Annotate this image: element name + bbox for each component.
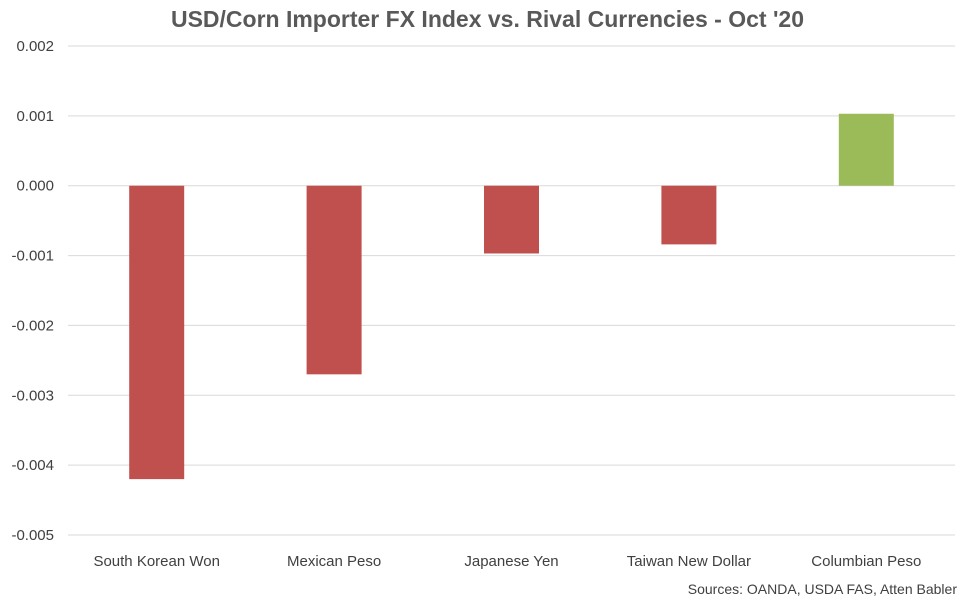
y-tick-label: -0.001 — [11, 248, 54, 265]
chart-title: USD/Corn Importer FX Index vs. Rival Cur… — [170, 6, 805, 32]
y-axis-ticks: 0.002 0.001 0.000 -0.001 -0.002 -0.003 -0.004 -… — [11, 38, 54, 544]
bar — [484, 185, 539, 254]
y-tick-label: -0.003 — [11, 387, 54, 404]
bar — [129, 185, 185, 480]
y-tick-label: 0.000 — [16, 178, 54, 195]
x-tick-label: Japanese Yen — [464, 553, 558, 570]
x-axis-ticks: South Korean Won Mexican Peso Japanese Yen… — [93, 553, 921, 570]
bar — [838, 113, 894, 186]
y-tick-label: 0.002 — [16, 38, 54, 55]
y-tick-label: -0.004 — [11, 457, 54, 474]
bars — [129, 113, 894, 480]
x-tick-label: Columbian Peso — [811, 553, 921, 570]
y-tick-label: -0.002 — [11, 317, 54, 334]
gridlines — [68, 45, 955, 536]
x-tick-label: Mexican Peso — [287, 553, 381, 570]
x-tick-label: Taiwan New Dollar — [627, 553, 751, 570]
bar — [306, 185, 362, 375]
bar — [661, 185, 717, 245]
y-tick-label: 0.001 — [16, 108, 54, 125]
x-tick-label: South Korean Won — [93, 553, 219, 570]
source-note: Sources: OANDA, USDA FAS, Atten Babler — [687, 581, 957, 597]
y-tick-label: -0.005 — [11, 527, 54, 544]
